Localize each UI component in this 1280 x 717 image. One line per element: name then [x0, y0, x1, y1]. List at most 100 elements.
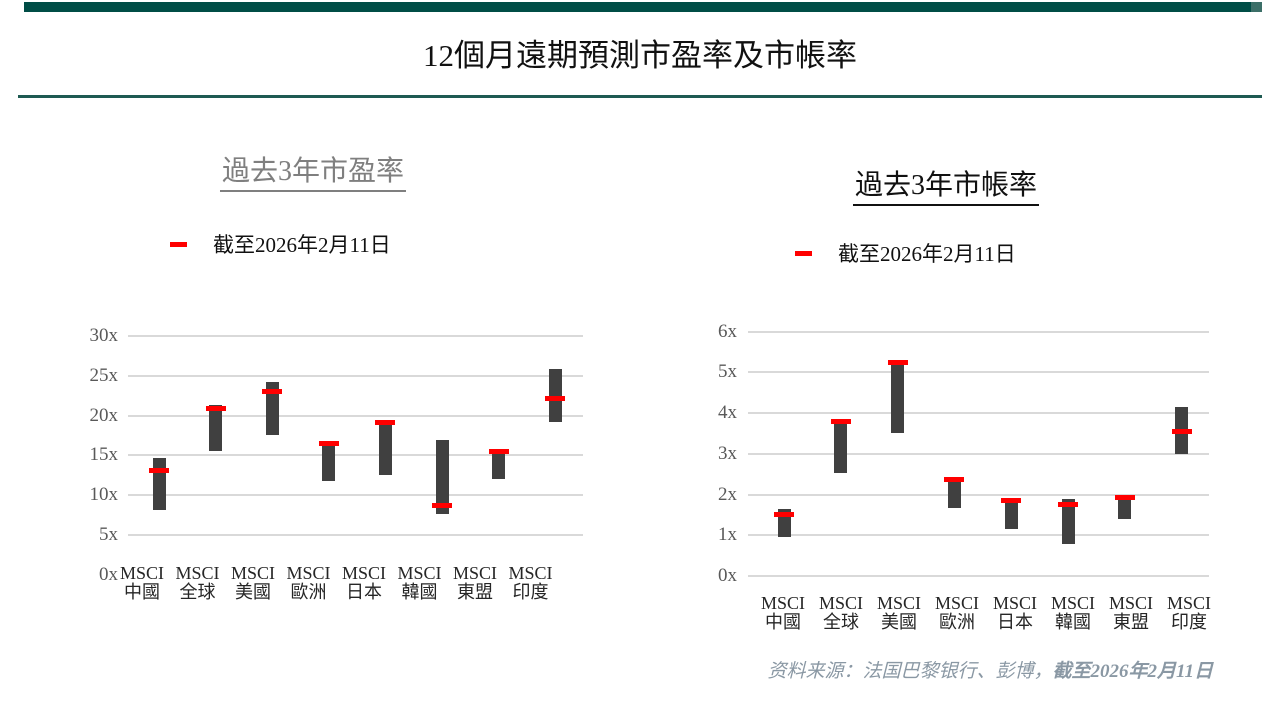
category-label-line: 東盟 — [457, 582, 493, 602]
current-value-marker — [432, 503, 452, 509]
category-label-line: MSCI — [1050, 593, 1095, 613]
category-label: MSCI 全球 — [803, 594, 879, 632]
category-label-line: 全球 — [179, 582, 216, 602]
category-label-line: MSCI — [1166, 593, 1211, 613]
source-note-date: 截至2026年2月11日 — [1052, 661, 1213, 682]
range-bar — [891, 364, 905, 434]
gridline — [748, 575, 1209, 577]
y-axis-tick-label: 5x — [99, 524, 118, 546]
red-dash-legend-icon — [170, 241, 187, 247]
current-value-marker — [830, 418, 851, 424]
source-note-text: 资料来源：法国巴黎银行、彭博， — [767, 661, 1053, 682]
category-label-line: MSCI — [286, 563, 331, 583]
brand-bar-tip — [1251, 2, 1262, 12]
category-label: MSCI 美國 — [215, 564, 291, 602]
category-label-line: MSCI — [452, 563, 497, 583]
y-axis-tick-label: 4x — [718, 402, 737, 423]
category-label: MSCI 中國 — [745, 594, 821, 632]
category-label-line: MSCI — [934, 593, 979, 613]
category-label-line: MSCI — [818, 593, 863, 613]
category-label: MSCI 日本 — [977, 594, 1053, 632]
pe-legend-label: 截至2026年2月11日 — [213, 233, 391, 257]
y-axis-tick-label: 20x — [89, 404, 119, 426]
gridline — [128, 494, 583, 497]
current-value-marker — [262, 389, 283, 395]
current-value-marker — [887, 359, 908, 365]
category-label-line: 韓國 — [401, 582, 438, 602]
category-label-line: MSCI — [341, 563, 386, 583]
gridline — [128, 454, 583, 457]
category-label-line: MSCI — [397, 563, 442, 583]
current-value-marker — [944, 476, 965, 482]
category-label-line: MSCI — [1108, 593, 1153, 613]
gridline — [748, 330, 1209, 333]
category-label: MSCI 全球 — [160, 564, 236, 602]
brand-bar — [24, 2, 1262, 12]
pe-chart-title-text: 過去3年市盈率 — [219, 156, 407, 192]
category-label-line: 歐洲 — [939, 612, 975, 632]
pb-legend-label: 截至2026年2月11日 — [838, 242, 1016, 266]
y-axis-tick-label: 25x — [89, 364, 119, 386]
category-label-line: MSCI — [175, 563, 220, 583]
category-label-line: MSCI — [508, 563, 553, 583]
range-bar — [1118, 499, 1132, 519]
current-value-marker — [545, 396, 566, 402]
current-value-marker — [774, 512, 794, 518]
current-value-marker — [375, 420, 396, 426]
category-label-line: MSCI — [876, 593, 921, 613]
gridline — [748, 412, 1209, 414]
category-label-line: 歐洲 — [290, 582, 327, 602]
y-axis-tick-label: 3x — [718, 442, 737, 464]
category-label-line: 印度 — [1171, 612, 1207, 632]
gridline — [748, 534, 1209, 537]
pe-chart-title: 過去3年市盈率 — [219, 149, 407, 192]
range-bar — [435, 439, 449, 515]
pb-chart-title: 過去3年市帳率 — [852, 163, 1040, 206]
current-value-marker — [1001, 498, 1022, 504]
gridline — [128, 414, 583, 417]
pb-legend: 截至2026年2月11日 — [795, 238, 1016, 268]
y-axis-tick-label: 0x — [718, 565, 737, 586]
range-bar — [265, 382, 279, 435]
y-axis-tick-label: 10x — [89, 484, 119, 506]
category-label: MSCI 歐洲 — [919, 594, 995, 632]
current-value-marker — [1058, 502, 1078, 508]
gridline — [748, 493, 1209, 496]
current-value-marker — [318, 441, 339, 447]
gridline — [748, 371, 1209, 374]
range-bar — [152, 457, 166, 511]
pb-chart-title-text: 過去3年市帳率 — [852, 170, 1040, 206]
gridline — [128, 534, 583, 537]
gridline — [748, 452, 1209, 455]
range-bar — [1004, 501, 1018, 530]
category-label-line: MSCI — [992, 593, 1037, 613]
range-bar — [947, 482, 961, 508]
current-value-marker — [149, 468, 169, 474]
range-bar — [322, 445, 336, 481]
category-label: MSCI 美國 — [861, 594, 937, 632]
category-label-line: 日本 — [997, 612, 1033, 632]
category-label-line: 中國 — [124, 582, 160, 602]
y-axis-tick-label: 15x — [89, 444, 119, 466]
category-label: MSCI 東盟 — [1093, 594, 1169, 632]
category-label: MSCI 印度 — [493, 564, 569, 602]
gridline — [128, 334, 583, 337]
pe-legend: 截至2026年2月11日 — [170, 229, 391, 259]
category-label: MSCI 中國 — [104, 564, 180, 602]
category-label-line: MSCI — [230, 563, 275, 583]
category-label: MSCI 韓國 — [1035, 594, 1111, 632]
category-label: MSCI 歐洲 — [271, 564, 347, 602]
range-bar — [209, 404, 223, 451]
y-axis-tick-label: 30x — [89, 324, 119, 346]
title-divider — [18, 95, 1262, 98]
y-axis-tick-label: 0x — [99, 564, 118, 585]
category-label-line: 中國 — [765, 612, 801, 632]
range-bar — [378, 423, 392, 476]
range-bar — [492, 453, 506, 480]
source-note: 资料来源：法国巴黎银行、彭博，截至2026年2月11日 — [768, 656, 1213, 683]
range-bar — [548, 369, 562, 423]
category-label-line: 東盟 — [1113, 612, 1149, 632]
category-label: MSCI 韓國 — [382, 564, 458, 602]
category-label-line: 美國 — [235, 582, 271, 602]
